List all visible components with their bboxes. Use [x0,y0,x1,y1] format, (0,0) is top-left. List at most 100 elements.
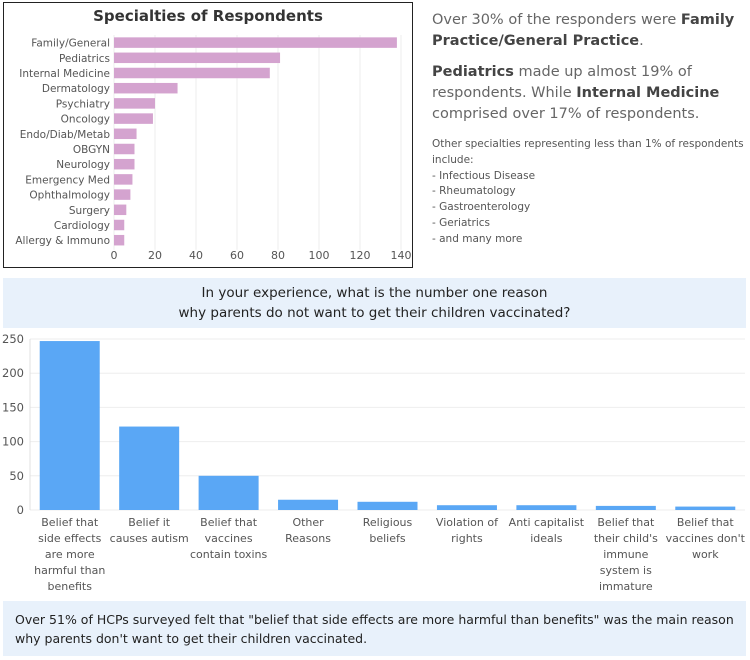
specialty-bar [114,204,127,216]
category-label: OBGYN [73,144,110,156]
reason-bar [119,426,180,510]
category-label: Family/General [31,38,110,50]
reason-label-line: Belief that [597,516,655,529]
reason-label-line: causes autism [110,532,189,545]
category-label: Internal Medicine [19,68,110,80]
reason-label-line: side effects [38,532,102,545]
insight-emphasis: Family Practice/General Practice [432,12,735,49]
other-specialty-item: - Geriatrics [432,216,490,229]
other-specialty-item: - Infectious Disease [432,169,536,182]
specialty-bar [114,128,137,140]
specialties-chart: 0 20 40 60 80 100 120 140 Family/General Pediatri… [15,35,412,262]
summary-note: Over 51% of HCPs surveyed felt that "bel… [3,601,746,656]
question-line-2: why parents do not want to get their chi… [178,305,571,321]
specialty-bar [114,143,135,155]
reason-label-line: Violation of [436,516,499,529]
specialty-bar [114,98,155,109]
y-tick-label: 100 [2,435,24,449]
reason-label: Belief that their child's immune system is i… [594,516,658,593]
reason-label-line: Religious [363,516,413,529]
reason-label-line: beliefs [369,532,406,545]
x-tick-label: 80 [271,249,285,262]
reason-label-line: vaccines don't [666,532,746,545]
specialty-bar [114,82,178,94]
insight-emphasis: Pediatrics [432,64,514,80]
specialty-bar [114,113,153,124]
specialty-bar [114,219,125,231]
category-label: Neurology [56,159,110,171]
y-tick-label: 0 [17,503,24,517]
reason-label-line: Belief it [128,516,171,529]
reason-label: Belief that side effects are more harmful t… [34,516,105,593]
question-line-1: In your experience, what is the number o… [201,285,548,301]
insights-panel: Over 30% of the responders were Family P… [432,10,747,248]
insight-pediatrics: Pediatrics made up almost 19% of respond… [432,62,747,125]
reason-label-line: Reasons [285,532,331,545]
reason-label-line: rights [451,532,483,545]
reason-label: Violation of rights [436,516,499,545]
reason-label-line: Belief that [677,516,735,529]
reason-bar [675,506,736,510]
reason-label-line: immature [599,580,653,593]
reason-label-line: Belief that [41,516,99,529]
specialty-bar [114,158,135,170]
reason-bar [198,475,259,510]
category-label: Cardiology [54,220,110,232]
category-label: Psychiatry [56,98,110,110]
y-tick-label: 150 [2,400,24,414]
reason-label-line: system is [600,564,652,577]
category-label: Endo/Diab/Metab [20,129,111,141]
specialty-bar [114,189,131,200]
insight-text: . [639,33,644,49]
reason-bar [278,499,339,510]
reason-label: Anti capitalist ideals [509,516,585,545]
category-label: Ophthalmology [29,190,110,202]
category-label: Emergency Med [25,174,110,186]
insight-text: made up almost 19% of respondents. While [432,64,692,101]
insight-text: Over 30% of the responders were [432,12,681,28]
reason-label: Belief that vaccines contain toxins [190,516,268,561]
specialty-bar [114,234,125,246]
reason-label-line: Other [292,516,324,529]
specialty-bar [114,37,397,48]
specialty-bar [114,67,270,79]
x-tick-label: 60 [230,249,244,262]
reason-bar [39,341,100,510]
specialties-chart-title: Specialties of Respondents [93,7,323,25]
specialty-bar [114,174,133,185]
reason-label-line: contain toxins [190,548,268,561]
reason-label-line: Belief that [200,516,258,529]
y-tick-label: 200 [2,366,24,380]
x-tick-label: 0 [111,249,118,262]
x-tick-label: 120 [350,249,371,262]
insight-family-practice: Over 30% of the responders were Family P… [432,10,747,52]
other-specialty-item: - and many more [432,232,523,245]
reason-label-line: benefits [47,580,92,593]
reason-label-line: Anti capitalist [509,516,585,529]
reason-label: Belief that vaccines don't work [666,516,746,561]
reason-label-line: harmful than [34,564,105,577]
reason-bar [595,505,656,510]
x-tick-label: 140 [391,249,412,262]
specialties-panel: 0 20 40 60 80 100 120 140 Family/General Pediatri… [3,2,413,268]
y-tick-label: 250 [2,332,24,346]
specialty-bar [114,52,281,64]
category-label: Oncology [61,114,110,126]
insight-emphasis: Internal Medicine [576,85,720,101]
reason-label: Religious beliefs [363,516,413,545]
category-label: Allergy & Immuno [15,235,110,247]
x-tick-label: 40 [189,249,203,262]
reason-label: Belief it causes autism [110,516,189,545]
other-specialties-intro: Other specialties representing less than… [432,138,744,166]
reason-bar [357,501,418,510]
reason-label-line: are more [45,548,95,561]
category-label: Dermatology [42,83,110,95]
reason-label-line: vaccines [205,532,253,545]
category-label: Surgery [69,205,110,217]
reason-label-line: their child's [594,532,658,545]
survey-question: In your experience, what is the number o… [3,278,746,328]
y-tick-label: 50 [9,469,24,483]
other-specialty-item: - Gastroenterology [432,201,531,214]
reasons-chart: 0 50 100 150 200 250 Belief that side effects ar… [2,332,746,593]
x-tick-label: 20 [148,249,162,262]
